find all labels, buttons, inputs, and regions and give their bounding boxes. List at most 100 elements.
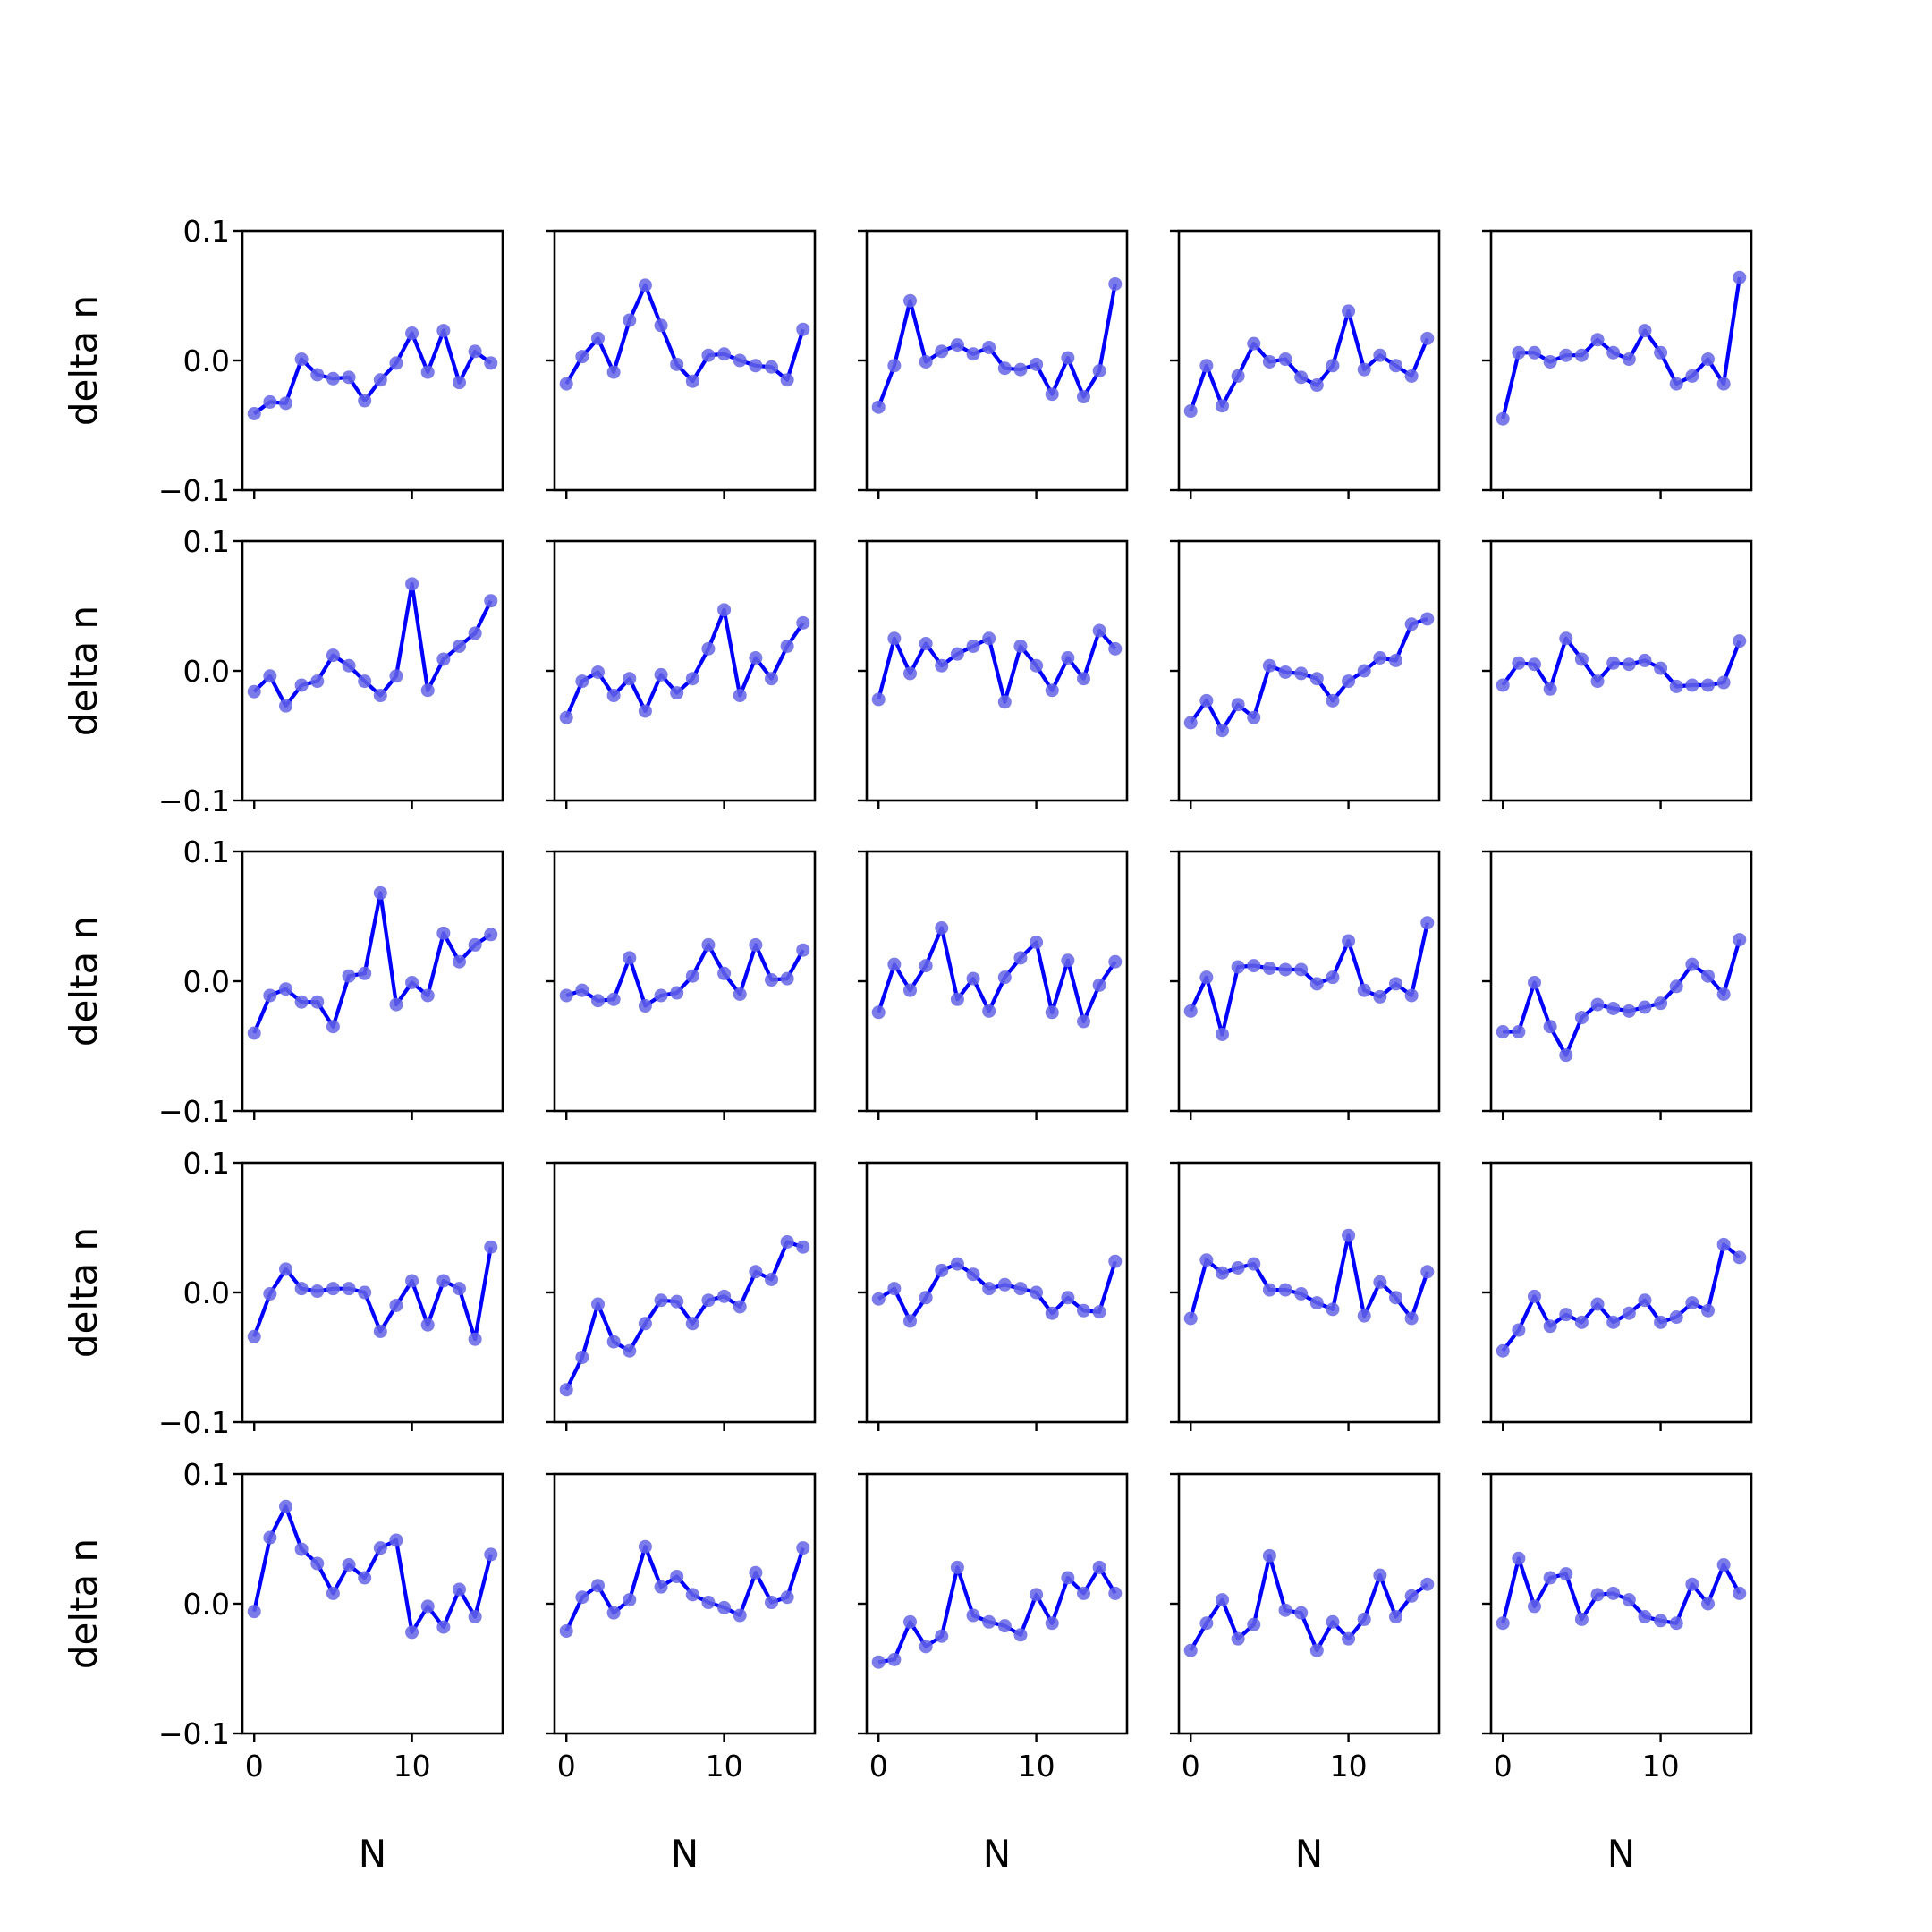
data-point <box>1061 1291 1075 1305</box>
panel-r2-c1: −0.1 0.0 0.1 delta n <box>62 524 504 818</box>
data-point <box>358 966 372 980</box>
data-point <box>1574 1315 1589 1329</box>
data-point <box>717 1600 732 1614</box>
y-tick-label: 0.0 <box>183 1275 230 1310</box>
data-point <box>749 1565 763 1580</box>
data-point <box>1528 657 1541 672</box>
data-point <box>310 995 325 1009</box>
data-point <box>1685 957 1699 971</box>
data-point <box>1685 1296 1699 1310</box>
data-point <box>950 1257 964 1271</box>
data-point <box>1543 1319 1557 1334</box>
data-point <box>247 1605 261 1619</box>
data-point <box>654 318 668 333</box>
data-point <box>1013 362 1028 377</box>
y-axis-label: delta n <box>62 606 106 736</box>
data-point <box>780 971 794 986</box>
data-point <box>1559 1567 1573 1581</box>
data-point <box>919 959 933 973</box>
y-tick-label: −0.1 <box>158 784 230 818</box>
data-point <box>1373 651 1387 665</box>
data-point <box>997 970 1012 985</box>
data-point <box>263 669 277 683</box>
data-point <box>468 1332 482 1346</box>
data-point <box>484 356 498 370</box>
data-point <box>701 1293 716 1308</box>
data-point <box>1030 1588 1044 1602</box>
data-point <box>1231 698 1245 712</box>
data-point <box>903 1614 917 1629</box>
data-point <box>1638 1000 1652 1014</box>
panel-r1-c5 <box>1482 229 1753 499</box>
data-point <box>420 683 435 698</box>
axes-frame <box>241 229 504 492</box>
data-point <box>1606 656 1621 670</box>
x-tick-label: 0 <box>869 1749 888 1784</box>
data-point <box>1092 364 1106 378</box>
data-point <box>453 1582 466 1597</box>
data-point <box>796 943 810 957</box>
data-point <box>966 347 980 361</box>
data-point <box>1574 652 1589 666</box>
data-point <box>1045 683 1059 698</box>
y-tick-label: 0.1 <box>183 214 230 249</box>
series-line <box>877 628 1117 704</box>
data-point <box>749 359 763 373</box>
data-point <box>1512 1551 1526 1565</box>
y-tick-label: 0.1 <box>183 835 230 869</box>
data-point <box>405 1274 419 1288</box>
data-point <box>1373 1275 1387 1289</box>
x-axis-label: N <box>983 1832 1011 1876</box>
data-point <box>559 1623 573 1638</box>
y-axis-label: delta n <box>62 1227 106 1358</box>
data-point <box>1309 378 1324 393</box>
data-point <box>1606 1586 1621 1600</box>
panel-r4-c2 <box>546 1161 817 1431</box>
data-point <box>279 396 292 411</box>
data-point <box>1420 1265 1435 1279</box>
y-tick-label: −0.1 <box>158 1405 230 1440</box>
data-point <box>1559 348 1573 362</box>
data-point <box>638 1317 652 1331</box>
data-point <box>733 1608 747 1623</box>
data-point <box>1606 1315 1621 1329</box>
data-point <box>1342 934 1356 948</box>
data-point <box>887 1652 902 1666</box>
data-point <box>1262 658 1276 673</box>
data-point <box>1108 1254 1123 1268</box>
data-point <box>247 1026 261 1040</box>
data-point <box>670 1570 684 1584</box>
data-point <box>1389 977 1402 991</box>
data-point <box>638 278 652 292</box>
panel-r1-c4 <box>1170 229 1441 499</box>
data-point <box>1045 387 1059 402</box>
data-point <box>294 1282 309 1296</box>
panel-r3-c2 <box>546 850 817 1120</box>
data-point <box>1030 1285 1044 1300</box>
data-point <box>701 1596 716 1610</box>
series-line <box>1501 1556 1741 1625</box>
series-line <box>565 943 805 1008</box>
data-point <box>997 1619 1012 1633</box>
data-point <box>1373 989 1387 1004</box>
data-point <box>1654 661 1668 675</box>
y-axis-label: delta n <box>62 295 106 426</box>
data-point <box>717 1289 732 1303</box>
data-point <box>1309 1296 1324 1310</box>
series-line <box>1189 309 1429 412</box>
data-point <box>247 684 261 699</box>
data-point <box>1590 997 1605 1012</box>
data-point <box>1701 352 1715 367</box>
data-point <box>701 641 716 656</box>
data-point <box>559 377 573 391</box>
data-point <box>670 986 684 1000</box>
series-line <box>1189 922 1429 1037</box>
data-point <box>1669 979 1683 994</box>
data-point <box>484 1240 498 1254</box>
data-point <box>935 1263 949 1277</box>
data-point <box>887 631 902 646</box>
data-point <box>1342 1228 1356 1242</box>
data-point <box>436 652 451 666</box>
data-point <box>1733 1250 1747 1265</box>
data-point <box>1183 716 1198 730</box>
